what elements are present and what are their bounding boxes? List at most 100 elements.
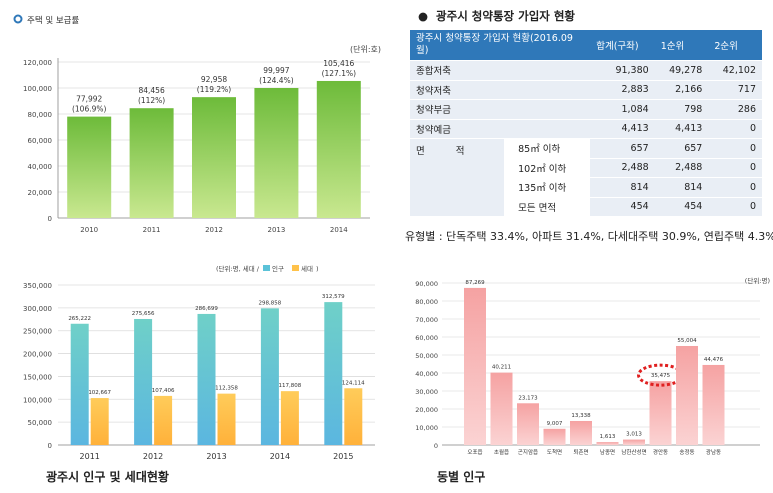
table-cell: 0 bbox=[708, 119, 762, 139]
x-tick-label: 곤지암읍 bbox=[518, 448, 538, 456]
bar bbox=[464, 287, 486, 445]
y-tick-label: 60,000 bbox=[28, 137, 53, 145]
population-chart: 0 50,000 100,000 150,000 200,000 250,000 300,0… bbox=[23, 264, 375, 461]
table-cell: 면 적 bbox=[410, 138, 505, 217]
bullet-icon: ● bbox=[418, 9, 437, 23]
table-row: 청약저축 2,883 2,166 717 bbox=[410, 80, 762, 100]
bar-households bbox=[217, 393, 236, 445]
table-cell: 0 bbox=[708, 158, 762, 178]
table-cell: 1,084 bbox=[590, 99, 655, 120]
table-row: 102㎡ 이하 2,488 2,488 0 bbox=[410, 158, 762, 178]
y-tick-label: 120,000 bbox=[23, 59, 52, 67]
legend-swatch bbox=[292, 265, 299, 271]
table-cell: 798 bbox=[654, 99, 709, 120]
table-cell: 85㎡ 이하 bbox=[504, 138, 591, 159]
bar bbox=[316, 80, 361, 218]
table-cell: 717 bbox=[708, 80, 762, 100]
data-label: 40,211 bbox=[492, 365, 511, 371]
population-chart-panel: 0 50,000 100,000 150,000 200,000 250,000 300,0… bbox=[0, 255, 395, 493]
table-cell: 청약부금 bbox=[410, 99, 591, 120]
table-row: 종합저축 91,380 49,278 42,102 bbox=[410, 60, 762, 81]
y-tick-label: 60,000 bbox=[415, 334, 438, 342]
y-tick-label: 100,000 bbox=[23, 396, 52, 404]
y-tick-label: 40,000 bbox=[415, 370, 438, 378]
housing-chart-unit: (단위:호) bbox=[350, 45, 382, 54]
table-row: 면 적 85㎡ 이하 657 657 0 bbox=[410, 138, 762, 217]
table-cell: 454 bbox=[590, 197, 655, 217]
data-label: 298,858 bbox=[259, 300, 282, 306]
x-tick-label: 2010 bbox=[80, 226, 98, 234]
x-tick-label: 2013 bbox=[206, 452, 226, 461]
table-cell: 91,380 bbox=[590, 60, 655, 81]
data-label: 124,114 bbox=[342, 380, 365, 386]
y-tick-label: 150,000 bbox=[23, 373, 52, 381]
table-cell: 135㎡ 이하 bbox=[504, 177, 591, 198]
table-header-cell: 2순위 bbox=[708, 30, 762, 61]
data-label: 312,579 bbox=[322, 294, 345, 300]
x-tick-label: 2012 bbox=[143, 452, 163, 461]
bar bbox=[676, 345, 698, 445]
table-row: 135㎡ 이하 814 814 0 bbox=[410, 177, 762, 198]
population-chart-title: 광주시 인구 및 세대현황 bbox=[46, 470, 169, 484]
y-tick-label: 30,000 bbox=[415, 388, 438, 396]
table-cell: 814 bbox=[654, 177, 709, 198]
table-cell: 모든 면적 bbox=[504, 197, 591, 217]
data-label: 265,222 bbox=[68, 316, 91, 322]
table-cell: 454 bbox=[654, 197, 709, 217]
y-tick-label: 80,000 bbox=[28, 111, 53, 119]
data-label: 99,997 bbox=[263, 66, 289, 75]
table-cell: 657 bbox=[590, 138, 655, 159]
legend-swatch bbox=[263, 265, 270, 271]
y-tick-label: 70,000 bbox=[415, 316, 438, 324]
x-tick-label: 경안동 bbox=[653, 449, 668, 456]
data-label: 1,613 bbox=[600, 434, 616, 440]
bar-population bbox=[197, 313, 216, 445]
y-tick-label: 20,000 bbox=[415, 406, 438, 414]
table-row: 청약부금 1,084 798 286 bbox=[410, 99, 762, 120]
data-label-percent: (127.1%) bbox=[322, 69, 357, 78]
y-tick-label: 90,000 bbox=[415, 280, 438, 288]
table-cell: 42,102 bbox=[708, 60, 762, 81]
table-cell: 102㎡ 이하 bbox=[504, 158, 591, 178]
y-tick-label: 0 bbox=[434, 442, 438, 450]
bar bbox=[517, 403, 539, 445]
y-tick-label: 250,000 bbox=[23, 328, 52, 336]
table-cell: 0 bbox=[708, 177, 762, 198]
table-cell: 종합저축 bbox=[410, 60, 591, 81]
table-cell: 657 bbox=[654, 138, 709, 159]
data-label: 35,475 bbox=[651, 373, 671, 379]
data-label: 87,269 bbox=[465, 280, 485, 286]
data-label-percent: (106.9%) bbox=[72, 105, 107, 114]
district-chart-panel: 0 10,000 20,000 30,000 40,000 50,000 60,000 70,… bbox=[400, 255, 773, 493]
x-tick-label: 2014 bbox=[330, 226, 348, 234]
table-cell: 49,278 bbox=[654, 60, 709, 81]
x-tick-label: 남한산성면 bbox=[621, 448, 646, 456]
bar bbox=[623, 439, 645, 445]
y-tick-label: 0 bbox=[48, 215, 52, 223]
bar-households bbox=[280, 391, 299, 445]
y-tick-label: 50,000 bbox=[415, 352, 438, 360]
bar bbox=[649, 381, 672, 445]
table-cell: 2,488 bbox=[590, 158, 655, 178]
table-cell: 2,488 bbox=[654, 158, 709, 178]
x-tick-label: 2013 bbox=[267, 226, 285, 234]
data-label: 112,358 bbox=[215, 386, 238, 392]
table-cell: 4,413 bbox=[590, 119, 655, 139]
data-label: 275,656 bbox=[132, 311, 155, 317]
table-cell: 0 bbox=[708, 197, 762, 217]
x-tick-label: 남종면 bbox=[600, 448, 615, 456]
legend-label: 세대 bbox=[301, 264, 313, 273]
data-label: 286,699 bbox=[195, 306, 218, 312]
data-label: 13,338 bbox=[571, 413, 591, 419]
data-label: 102,667 bbox=[88, 390, 111, 396]
bar bbox=[596, 442, 619, 445]
x-tick-label: 오포읍 bbox=[467, 449, 482, 456]
data-label: 117,808 bbox=[279, 383, 302, 389]
x-tick-label: 퇴촌면 bbox=[573, 448, 588, 456]
y-tick-label: 350,000 bbox=[23, 282, 52, 290]
y-tick-label: 10,000 bbox=[415, 424, 438, 432]
x-tick-label: 2014 bbox=[270, 452, 290, 461]
legend-label: 인구 bbox=[272, 264, 284, 273]
x-tick-label: 광남동 bbox=[706, 448, 721, 456]
subscription-heading: ● 광주시 청약통장 가입자 현황 bbox=[418, 8, 575, 24]
